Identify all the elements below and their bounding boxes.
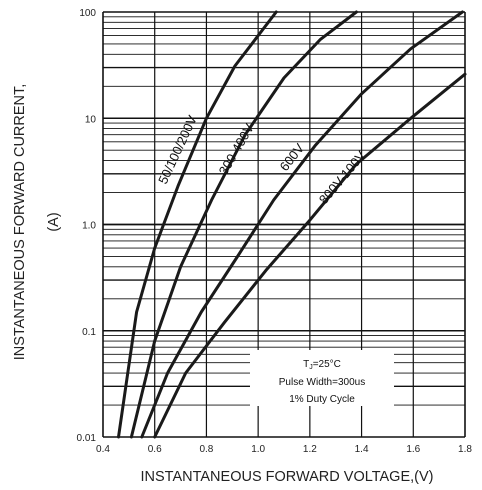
x-tick-label: 1.0 [251,444,265,455]
annotation-box: TJ=25°C Pulse Width=300us 1% Duty Cycle [250,350,394,406]
y-tick-label: 0.01 [77,433,97,444]
y-tick-label: 100 [79,8,96,19]
series-label: 800V-100V [316,148,369,207]
x-axis-title: INSTANTANEOUS FORWARD VOLTAGE,(V) [141,469,434,485]
x-tick-label: 1.2 [303,444,317,455]
y-tick-label: 10 [85,114,97,125]
x-tick-label: 1.4 [355,444,369,455]
y-tick-label: 0.1 [82,327,96,338]
series-line [140,10,464,439]
series-line [129,10,358,439]
series-line [153,72,467,439]
y-axis-title-line2: (A) [46,212,62,231]
series-label: 600V [277,140,308,173]
annotation-temperature-sub: J [309,364,313,371]
annotation-pulse-width: Pulse Width=300us [279,377,365,388]
series-line [117,10,278,439]
x-tick-label: 0.6 [148,444,162,455]
annotation-duty-cycle: 1% Duty Cycle [289,394,355,405]
y-axis-title-line1: INSTANTANEOUS FORWARD CURRENT, [12,84,28,361]
x-tick-label: 0.8 [199,444,213,455]
x-tick-label: 1.8 [458,444,472,455]
series-label: 300-400V [216,121,257,178]
y-tick-label: 1.0 [82,221,96,232]
annotation-background [250,350,394,406]
curves [117,10,467,439]
x-tick-label: 1.6 [406,444,420,455]
tick-labels: 0.4 0.6 0.8 1.0 1.2 1.4 1.6 1.8 0.01 0.1 1.0 10 100 [77,8,473,455]
x-tick-label: 0.4 [96,444,110,455]
annotation-temperature-main: T [303,359,309,370]
annotation-temperature: TJ=25°C [303,359,341,371]
annotation-temperature-rest: =25°C [313,359,341,370]
